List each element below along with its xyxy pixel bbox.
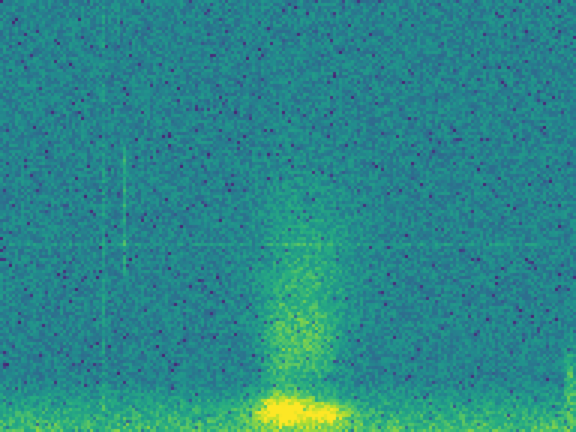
spectrogram-heatmap (0, 0, 576, 432)
